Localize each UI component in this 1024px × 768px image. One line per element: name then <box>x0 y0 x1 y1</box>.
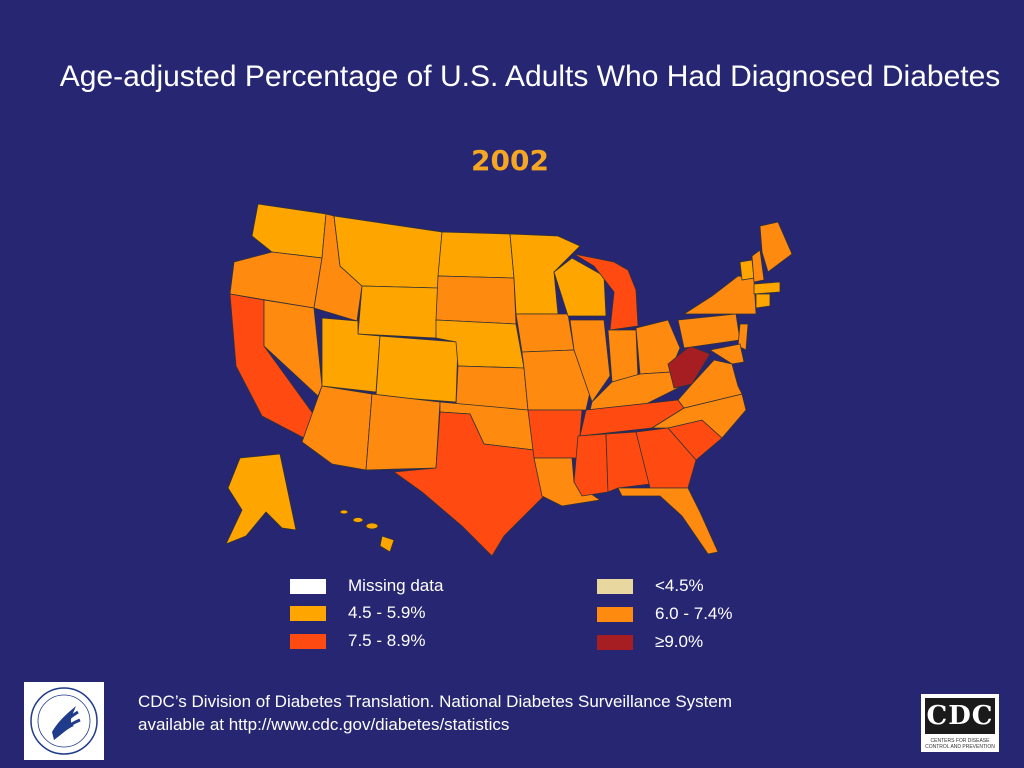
footer-line-1: CDC’s Division of Diabetes Translation. … <box>138 692 733 711</box>
state-ar <box>527 409 583 459</box>
state-mi <box>573 253 639 331</box>
cdc-logo: CDC CENTERS FOR DISEASE CONTROL AND PREV… <box>921 694 999 752</box>
legend-label: ≥9.0% <box>655 632 704 651</box>
hhs-eagle-icon <box>30 687 98 755</box>
state-vt <box>739 259 755 281</box>
state-ms <box>573 433 609 497</box>
state-fl <box>617 487 719 555</box>
legend-label: Missing data <box>348 576 444 595</box>
state-nm <box>365 393 441 471</box>
state-wv <box>667 345 711 389</box>
state-nh <box>751 249 765 283</box>
state-ia <box>515 313 575 353</box>
state-ks <box>455 365 529 411</box>
legend-swatch <box>597 606 633 622</box>
state-nd <box>437 231 515 279</box>
slide-title: Age-adjusted Percentage of U.S. Adults W… <box>59 60 1001 93</box>
legend-swatch <box>290 633 326 649</box>
state-pa <box>677 313 741 349</box>
state-ct <box>755 293 771 309</box>
state-mn <box>509 233 581 315</box>
hhs-logo <box>24 682 104 760</box>
state-ny <box>682 275 757 315</box>
source-footer: CDC’s Division of Diabetes Translation. … <box>138 690 732 736</box>
legend-label: 7.5 - 8.9% <box>348 631 426 650</box>
cdc-logo-text: CDC <box>925 698 995 734</box>
state-hi-1 <box>339 509 349 515</box>
legend-swatch <box>597 634 633 650</box>
legend-label: 4.5 - 5.9% <box>348 603 426 622</box>
legend-swatch <box>290 605 326 621</box>
legend-swatch <box>290 578 326 594</box>
state-wi <box>553 257 607 317</box>
us-choropleth-map <box>225 203 792 557</box>
state-tx <box>392 411 545 557</box>
state-me <box>759 221 792 273</box>
legend-item-4-5-5-9: 4.5 - 5.9% <box>290 603 426 623</box>
state-va <box>677 359 743 409</box>
state-az <box>301 385 373 471</box>
state-ma <box>753 281 781 295</box>
legend-item-6-0-7-4: 6.0 - 7.4% <box>597 604 733 624</box>
state-hi-2 <box>352 517 364 523</box>
state-nj <box>737 323 749 351</box>
cdc-logo-subtext: CENTERS FOR DISEASE CONTROL AND PREVENTI… <box>925 738 995 750</box>
footer-line-2: available at http://www.cdc.gov/diabetes… <box>138 715 510 734</box>
state-md <box>708 343 745 365</box>
state-in <box>607 329 639 383</box>
state-il <box>569 319 611 403</box>
legend-label: 6.0 - 7.4% <box>655 604 733 623</box>
state-wy <box>357 285 439 339</box>
state-al <box>605 431 651 493</box>
state-sd <box>435 275 517 325</box>
state-wa <box>251 203 327 259</box>
legend-label: <4.5% <box>655 576 704 595</box>
legend-item-missing: Missing data <box>290 576 443 596</box>
year-label: 2002 <box>471 144 549 177</box>
legend-item-9-0-plus: ≥9.0% <box>597 632 703 652</box>
legend-swatch <box>597 578 633 594</box>
state-hi-4 <box>379 535 395 553</box>
state-hi-3 <box>365 522 379 530</box>
legend-item-7-5-8-9: 7.5 - 8.9% <box>290 631 426 651</box>
legend-item-under-4-5: <4.5% <box>597 576 704 596</box>
state-co <box>375 335 459 403</box>
state-ak <box>225 453 297 545</box>
